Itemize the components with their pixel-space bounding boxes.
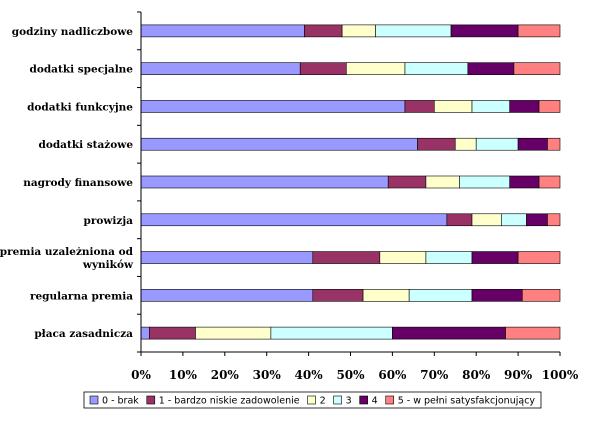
bar-segment <box>392 326 506 340</box>
bar-segment <box>379 251 427 264</box>
bar-segment <box>547 137 561 151</box>
x-tick-label: 0% <box>131 368 151 382</box>
bar-segment <box>467 62 515 75</box>
bar-segment <box>446 213 473 227</box>
legend-label: 0 - brak <box>102 396 139 407</box>
bar-segment <box>387 175 427 189</box>
bar-segment <box>312 251 381 264</box>
x-tick-label: 50% <box>336 368 365 382</box>
x-tick-labels: 0% 10% 20% 30% 40% 50% 60% 70% 80% 90% 100% <box>131 11 579 382</box>
bar-segment <box>547 213 561 227</box>
bar-segment <box>471 289 523 302</box>
bar-segment <box>517 24 561 38</box>
bar-segment <box>509 100 540 113</box>
bar-segment <box>408 289 473 302</box>
category-label: premia uzależniona od wyników <box>0 246 134 271</box>
bar-segment <box>454 137 477 151</box>
bar-segment <box>501 213 527 227</box>
category-label: regularna premia <box>30 290 133 302</box>
bar-segment <box>362 289 410 302</box>
bars-group <box>140 24 561 340</box>
x-tick-label: 60% <box>378 368 407 382</box>
bar-segment <box>341 24 376 38</box>
x-tick-label: 20% <box>211 368 240 382</box>
legend-swatch <box>89 395 99 405</box>
bar-segment <box>404 62 469 75</box>
bar-segment <box>450 24 519 38</box>
bar-segment <box>195 326 272 340</box>
bar-segment <box>140 175 389 189</box>
bar-segment <box>346 62 406 75</box>
bar-segment <box>513 62 561 75</box>
bar-segment <box>471 213 502 227</box>
category-labels: godziny nadliczbowe dodatki specjalne doda… <box>0 26 134 340</box>
bar-segment <box>425 175 460 189</box>
category-label: godziny nadliczbowe <box>12 26 134 38</box>
bar-segment <box>140 62 301 75</box>
bar-segment <box>304 24 343 38</box>
bar-segment <box>140 251 314 264</box>
bar-segment <box>475 137 519 151</box>
bar-segment <box>509 175 540 189</box>
legend-label: 3 <box>346 396 352 407</box>
x-tick-label: 30% <box>253 368 282 382</box>
bar-segment <box>433 100 473 113</box>
x-tick-label: 10% <box>169 368 198 382</box>
category-label: dodatki funkcyjne <box>27 101 133 113</box>
category-label: prowizja <box>84 215 134 227</box>
bar-segment <box>312 289 364 302</box>
x-tick-label: 70% <box>420 368 449 382</box>
bar-segment <box>149 326 196 340</box>
bar-segment <box>417 137 456 151</box>
bar-segment <box>270 326 393 340</box>
bar-segment <box>471 251 519 264</box>
x-tick-label: 40% <box>295 368 324 382</box>
legend-label: 1 - bardzo niskie zadowolenie <box>159 396 300 407</box>
x-tick-label: 80% <box>462 368 491 382</box>
bar-segment <box>471 100 511 113</box>
bar-segment <box>140 213 448 227</box>
legend-label: 5 - w pełni satysfakcjonujący <box>398 396 536 407</box>
bar-segment <box>140 24 305 38</box>
bar-segment <box>299 62 347 75</box>
legend-swatch <box>359 395 368 405</box>
legend-swatch <box>146 395 156 405</box>
category-label: nagrody finansowe <box>23 177 133 189</box>
legend-swatch <box>307 395 316 405</box>
bar-segment <box>505 326 561 340</box>
x-tick-label: 90% <box>504 368 533 382</box>
bar-segment <box>538 100 561 113</box>
legend: 0 - brak 1 - bardzo niskie zadowolenie 2 3 4… <box>83 391 542 409</box>
bar-segment <box>538 175 561 189</box>
legend-swatch <box>385 395 395 405</box>
bar-segment <box>521 289 561 302</box>
bar-segment <box>404 100 435 113</box>
bar-segment <box>526 213 548 227</box>
bar-segment <box>517 137 548 151</box>
category-label: płaca zasadnicza <box>34 328 133 340</box>
legend-label: 4 <box>372 396 378 407</box>
bar-segment <box>425 251 473 264</box>
legend-label: 2 <box>320 396 326 407</box>
category-label: dodatki stażowe <box>38 139 133 151</box>
bar-segment <box>517 251 561 264</box>
bar-segment <box>140 100 406 113</box>
bar-segment <box>140 289 314 302</box>
bar-segment <box>140 326 150 340</box>
x-tick-label: 100% <box>542 368 579 382</box>
bar-segment <box>140 137 418 151</box>
bar-segment <box>375 24 452 38</box>
legend-swatch <box>333 395 342 405</box>
bar-segment <box>459 175 511 189</box>
category-label: dodatki specjalne <box>30 64 134 76</box>
